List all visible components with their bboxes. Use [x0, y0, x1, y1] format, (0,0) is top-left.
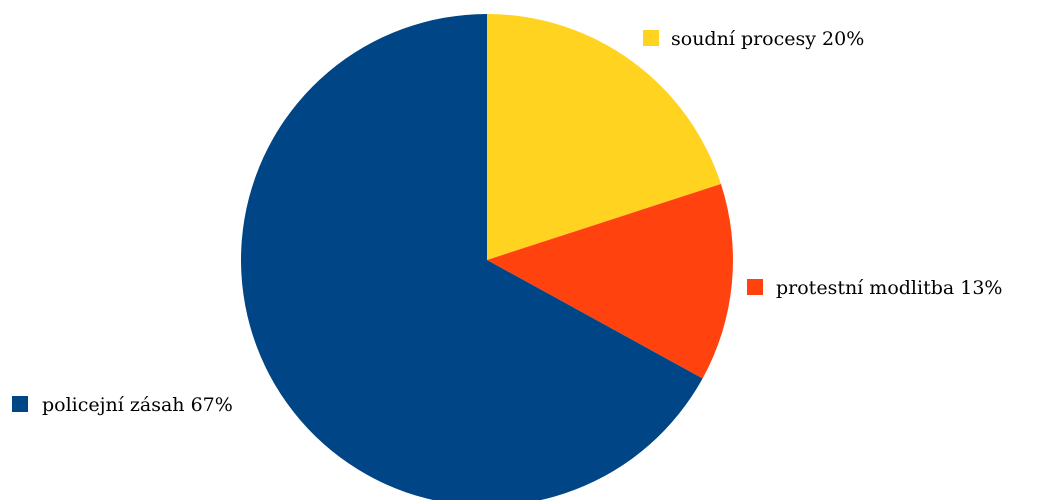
legend-text-protestni-modlitba: protestní modlitba 13%: [776, 277, 1002, 299]
legend-swatch-protestni-modlitba: [747, 279, 763, 295]
slice-labels: soudní procesy 20% protestní modlitba 13…: [12, 28, 1002, 416]
pie-slices: [241, 14, 733, 500]
legend-text-soudni-procesy: soudní procesy 20%: [671, 28, 864, 50]
pie-slice-policejni-zasah: [241, 14, 703, 500]
legend-swatch-soudni-procesy: [643, 30, 659, 46]
legend-swatch-policejni-zasah: [12, 396, 28, 412]
slice-label-protestni-modlitba: protestní modlitba 13%: [747, 277, 1002, 299]
pie-slice-protestni-modlitba: [487, 183, 733, 379]
legend-text-policejni-zasah: policejní zásah 67%: [42, 394, 233, 416]
slice-label-soudni-procesy: soudní procesy 20%: [643, 28, 864, 50]
slice-label-policejni-zasah: policejní zásah 67%: [12, 394, 233, 416]
pie-slice-soudni-procesy: [487, 14, 721, 260]
